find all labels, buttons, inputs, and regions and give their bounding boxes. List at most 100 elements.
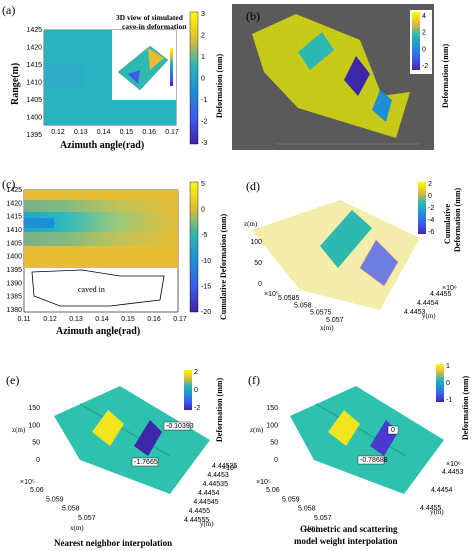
panel-c-cbtick-label: 0	[201, 207, 205, 214]
panel-d-colorbar-ticks: 2 0 -2 -4 -6	[428, 181, 434, 236]
panel-d-z-label: z(m)	[244, 220, 258, 228]
panel-d-cbtick-label: -2	[428, 205, 434, 212]
panel-d-xtick-label: 5.0575	[310, 310, 332, 317]
panel-f-ztick-label: 0	[274, 457, 278, 464]
panel-d-cbtick-label: -4	[428, 217, 434, 224]
panel-d-cbtick-label: 0	[428, 193, 432, 200]
panel-c-ytick-label: 1385	[6, 294, 22, 301]
panel-d-ztick-label: 50	[254, 260, 262, 267]
panel-a-label: (a)	[2, 3, 15, 17]
panel-a-inset-colorbar	[170, 48, 173, 86]
panel-f-caption-1: Geometric and scattering	[300, 524, 398, 534]
panel-e-ytick-label: 4.44545	[193, 499, 218, 506]
panel-c-cbtick-label: -5	[201, 232, 207, 239]
panel-e-ytick-label: 4.44525	[212, 463, 237, 470]
panel-e-xticks: 5.065.059 5.058 5.057	[30, 487, 96, 522]
panel-c-ytick-label: 1405	[6, 240, 22, 247]
panel-a-cbtick-label: 3	[201, 11, 205, 18]
panel-b-mesh	[252, 14, 410, 138]
panel-c-ytick-label: 1415	[6, 214, 22, 221]
panel-b-pit	[344, 56, 370, 96]
panel-e-label: (e)	[6, 373, 19, 387]
panel-e: (e) -0.10393 -1.7665 150 100 50 0 z(m) ×10⁵…	[6, 369, 237, 548]
panel-e-cbtick-label: 0	[194, 387, 198, 394]
panel-c-label: (c)	[2, 177, 15, 191]
panel-a-cbtick-label: 1	[201, 54, 205, 61]
panel-d-xtick-label: 5.0585	[278, 295, 300, 302]
panel-e-xtick-label: 5.058	[62, 506, 80, 513]
panel-a-xlabel: Azimuth angle(rad)	[60, 140, 144, 151]
panel-a-ytick-label: 1425	[26, 27, 42, 34]
panel-c-ytick-label: 1410	[6, 227, 22, 234]
panel-e-cbtick-label: -2	[194, 405, 200, 412]
panel-c-ytick-label: 1390	[6, 280, 22, 287]
panel-a-xtick-label: 0.15	[120, 129, 134, 136]
panel-f-x-exp: ×10⁵	[256, 479, 271, 486]
panel-d-ytick-label: 4.4454	[417, 300, 439, 307]
panel-d-ztick-label: 0	[258, 281, 262, 288]
panel-b-uplift	[298, 32, 334, 70]
panel-a-cbtick-label: 2	[201, 33, 205, 40]
panel-e-x-label: x(m)	[70, 524, 84, 532]
panel-d-ztick-label: 100	[250, 239, 262, 246]
panel-e-ztick-label: 0	[36, 457, 40, 464]
panel-c-xtick-label: 0.14	[95, 316, 109, 323]
panel-e-zticks: 150 100 50 0	[28, 405, 40, 464]
panel-c-xtick-label: 0.15	[121, 316, 135, 323]
panel-f-surface	[290, 386, 444, 494]
panel-c-core	[24, 218, 54, 228]
panel-f-xtick-label: 5.06	[266, 487, 280, 494]
panel-e-ytick-label: 4.4454	[198, 490, 220, 497]
panel-c-cbtick-label: -10	[201, 258, 211, 265]
panel-c: (c) caved in 1425 1420 1415 1410 1405 1400 139…	[2, 177, 228, 337]
panel-d-x-label: x(m)	[320, 324, 334, 332]
panel-a-xtick-label: 0.16	[142, 129, 156, 136]
panel-f-yticks: 4.4453 4.4454 4.4455	[420, 469, 464, 512]
panel-f-colorbar-label: Deformation (mm)	[461, 375, 470, 440]
panel-a: (a) 3D view of simulated cave-in deforma…	[2, 3, 224, 151]
panel-f-ztick-label: 50	[270, 440, 278, 447]
panel-f-xtick-label: 5.057	[314, 515, 332, 522]
panel-d-y-label: y(m)	[422, 312, 436, 320]
panel-c-xlabel: Azimuth angle(rad)	[56, 326, 140, 337]
panel-f-datatip-2-box	[357, 455, 385, 465]
panel-c-ytick-label: 1425	[6, 187, 22, 194]
panel-e-caption: Nearest neighbor interpolation	[54, 538, 172, 548]
panel-a-xtick-label: 0.14	[97, 129, 111, 136]
panel-e-xtick-label: 5.057	[78, 515, 96, 522]
panel-d-ytick-label: 4.4453	[404, 309, 426, 316]
panel-a-inset-peak	[148, 48, 164, 70]
panel-a-cbtick-label: -1	[201, 97, 207, 104]
panel-a-ytick-label: 1405	[26, 97, 42, 104]
panel-d-label: (d)	[246, 179, 260, 193]
panel-b-cbtick-label: 0	[422, 46, 426, 53]
panel-b-cbtick-label: -2	[422, 63, 428, 70]
panel-e-y-label: y(m)	[200, 520, 214, 528]
panel-c-caved-region	[31, 269, 165, 307]
panel-f-caption-2: model weight interpolation	[294, 536, 398, 546]
panel-e-pit	[134, 420, 162, 456]
panel-a-inset-pit	[128, 70, 140, 84]
panel-c-cbtick-label: 5	[201, 181, 205, 188]
panel-e-ytick-label: 4.44555	[184, 517, 209, 524]
panel-a-ytick-label: 1410	[26, 80, 42, 87]
panel-c-ytick-label: 1420	[6, 200, 22, 207]
panel-d-ytick-label: 4.4455	[430, 291, 452, 298]
panel-c-band-1	[24, 200, 178, 212]
panel-e-ytick-label: 4.44535	[203, 481, 228, 488]
panel-f-colorbar-ticks: 1 0 -1	[446, 363, 452, 404]
panel-f-cbtick-label: 1	[446, 363, 450, 370]
panel-d-colorbar-label-2: Deformation (mm)	[453, 187, 462, 252]
panel-b-pit-small	[372, 90, 392, 122]
panel-c-xtick-label: 0.13	[69, 316, 83, 323]
panel-a-colorbar-ticks: 3 2 1 0 -1 -2 -3	[201, 11, 207, 147]
panel-f-ztick-label: 100	[266, 422, 278, 429]
panel-f-zticks: 150 100 50 0	[266, 405, 278, 464]
panel-d-x-exp: ×10⁵	[264, 291, 279, 298]
panel-e-colorbar	[184, 370, 192, 410]
panel-d: (d) 100 50 0 z(m) ×10⁵ 5.05855.0585.05755.…	[244, 179, 462, 332]
panel-c-xtick-label: 0.17	[173, 316, 187, 323]
panel-a-xtick-label: 0.17	[165, 129, 179, 136]
panel-e-ytick-label: 4.4455	[189, 508, 211, 515]
